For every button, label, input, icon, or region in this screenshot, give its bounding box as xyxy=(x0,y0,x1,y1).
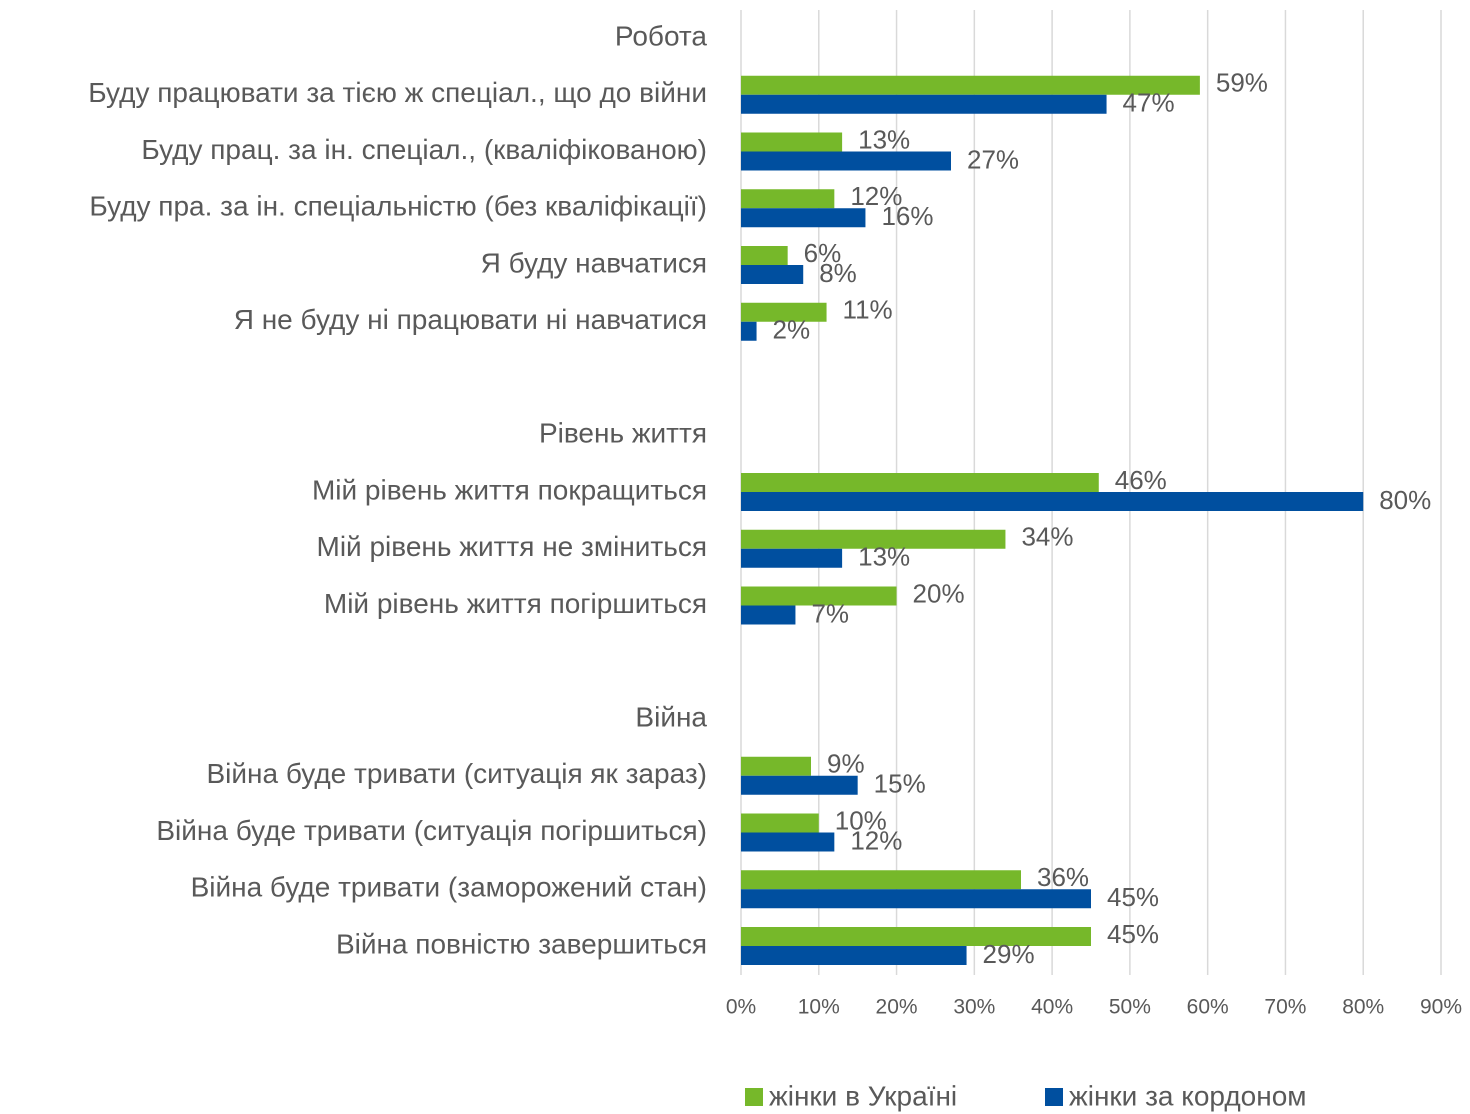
bar xyxy=(741,132,843,152)
x-tick-label: 60% xyxy=(1187,996,1229,1019)
legend-label: жінки в Україні xyxy=(769,1080,957,1111)
x-tick-label: 70% xyxy=(1264,996,1306,1019)
category-label: Буду прац. за ін. спеціал., (кваліфікова… xyxy=(141,134,707,165)
bar xyxy=(741,775,858,795)
category-label: Мій рівень життя не зміниться xyxy=(317,531,707,562)
bar xyxy=(741,832,835,852)
value-label: 45% xyxy=(1107,919,1159,949)
x-tick-label: 40% xyxy=(1031,996,1073,1019)
category-label: Буду пра. за ін. спеціальністю (без квал… xyxy=(89,191,707,222)
value-label: 8% xyxy=(819,258,857,288)
category-label: Війна буде тривати (заморожений стан) xyxy=(191,872,707,903)
x-tick-label: 50% xyxy=(1109,996,1151,1019)
value-label: 9% xyxy=(827,749,865,779)
category-label: Я не буду ні працювати ні навчатися xyxy=(234,304,707,335)
bar xyxy=(741,189,835,209)
value-label: 6% xyxy=(804,238,842,268)
bar xyxy=(741,813,819,833)
bar xyxy=(741,946,967,965)
legend-swatch xyxy=(1045,1088,1063,1106)
value-label: 12% xyxy=(850,181,902,211)
bar xyxy=(741,492,1364,511)
value-label: 47% xyxy=(1123,88,1175,118)
category-label: Рівень життя xyxy=(539,418,707,449)
bar xyxy=(741,265,804,284)
value-label: 20% xyxy=(913,578,965,608)
category-label: Війна буде тривати (ситуація як зараз) xyxy=(207,758,708,789)
value-label: 34% xyxy=(1021,522,1073,552)
value-label: 10% xyxy=(835,805,887,835)
value-label: 46% xyxy=(1115,465,1167,495)
value-label: 27% xyxy=(967,144,1019,174)
x-tick-label: 10% xyxy=(798,996,840,1019)
bar xyxy=(741,246,788,265)
value-label: 2% xyxy=(773,315,811,345)
legend-label: жінки за кордоном xyxy=(1069,1080,1307,1111)
value-label: 13% xyxy=(858,542,910,572)
legend-swatch xyxy=(745,1088,763,1106)
bar xyxy=(741,208,866,228)
category-label: Робота xyxy=(615,20,708,51)
category-label: Мій рівень життя покращиться xyxy=(312,474,707,505)
category-label: Мій рівень життя погіршиться xyxy=(324,588,707,619)
value-label: 80% xyxy=(1379,485,1431,515)
bar xyxy=(741,586,897,606)
category-label: Війна xyxy=(635,701,707,732)
category-label: Буду працювати за тією ж спеціал., що до… xyxy=(88,77,707,108)
value-label: 45% xyxy=(1107,882,1159,912)
bar xyxy=(741,548,843,568)
bar xyxy=(741,321,757,341)
bar xyxy=(741,927,1091,946)
x-tick-label: 80% xyxy=(1342,996,1384,1019)
category-label: Я буду навчатися xyxy=(481,247,707,278)
value-label: 12% xyxy=(850,825,902,855)
x-tick-label: 30% xyxy=(953,996,995,1019)
value-label: 13% xyxy=(858,124,910,154)
bar xyxy=(741,473,1099,492)
value-label: 29% xyxy=(983,939,1035,969)
bar xyxy=(741,75,1200,95)
value-label: 11% xyxy=(843,295,893,325)
bar xyxy=(741,756,811,776)
bar xyxy=(741,605,796,625)
value-label: 7% xyxy=(811,598,849,628)
category-label: Війна буде тривати (ситуація погіршиться… xyxy=(156,815,707,846)
bar xyxy=(741,302,827,322)
bar xyxy=(741,529,1006,549)
category-label: Війна повністю завершиться xyxy=(336,928,707,959)
x-tick-label: 90% xyxy=(1420,996,1462,1019)
bar xyxy=(741,94,1107,114)
value-label: 59% xyxy=(1216,68,1268,98)
x-tick-label: 20% xyxy=(876,996,918,1019)
x-tick-label: 0% xyxy=(726,996,756,1019)
value-label: 36% xyxy=(1037,862,1089,892)
value-label: 15% xyxy=(874,769,926,799)
bar xyxy=(741,870,1021,890)
bar xyxy=(741,889,1091,909)
bar xyxy=(741,151,951,171)
value-label: 16% xyxy=(881,201,933,231)
